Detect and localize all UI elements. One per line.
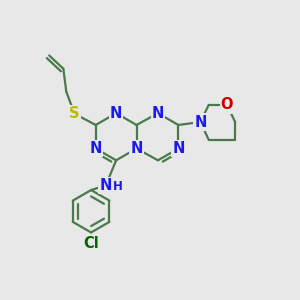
Text: N: N bbox=[130, 141, 143, 156]
Text: H: H bbox=[113, 180, 123, 193]
Text: N: N bbox=[90, 141, 102, 156]
Text: O: O bbox=[221, 98, 233, 112]
Text: S: S bbox=[69, 106, 80, 121]
Text: N: N bbox=[172, 141, 184, 156]
Text: N: N bbox=[110, 106, 122, 121]
Text: Cl: Cl bbox=[83, 236, 99, 251]
Text: N: N bbox=[194, 115, 207, 130]
Text: N: N bbox=[152, 106, 164, 121]
Text: N: N bbox=[100, 178, 112, 193]
